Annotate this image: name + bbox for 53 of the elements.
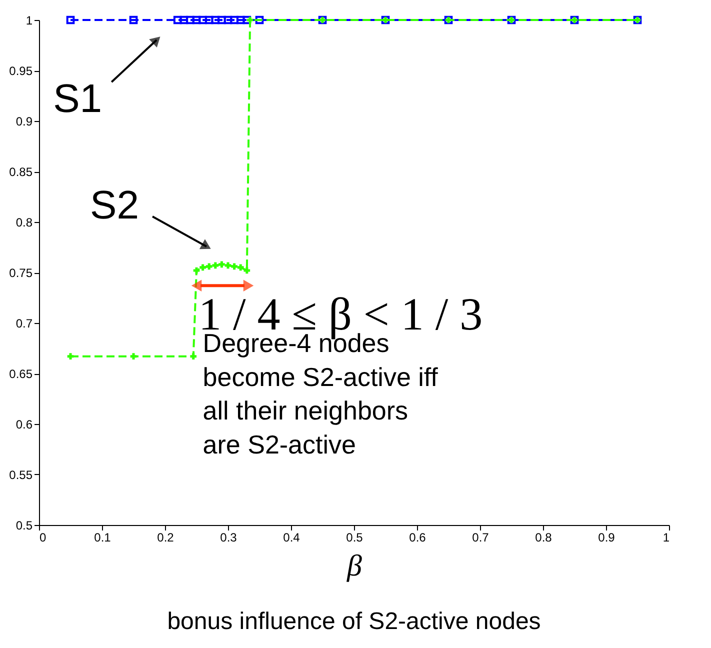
series-label: S1 <box>53 77 102 121</box>
y-tick-label: 0.55 <box>9 468 33 482</box>
x-tick-label: 0.9 <box>598 530 616 544</box>
x-tick-label: 0.5 <box>346 530 364 544</box>
point <box>246 16 254 24</box>
point <box>193 267 200 274</box>
point <box>66 16 75 24</box>
y-tick-label: 0.75 <box>9 266 33 280</box>
x-tick-label: 0.6 <box>409 530 426 544</box>
x-tick-label: 0.2 <box>157 530 174 544</box>
point <box>212 262 219 269</box>
x-tick-label: 0.8 <box>535 530 552 544</box>
point <box>224 16 232 24</box>
y-tick-label: 0.85 <box>9 165 33 179</box>
y-tick-label: 0.9 <box>16 114 33 128</box>
y-tick-label: 0.8 <box>16 216 33 230</box>
point <box>129 16 138 24</box>
y-tick-label: 0.7 <box>16 316 33 330</box>
point <box>200 264 206 271</box>
point <box>244 267 250 274</box>
point <box>237 264 244 271</box>
x-tick-label: 0 <box>40 530 46 544</box>
y-tick-label: 0.65 <box>9 367 33 381</box>
x-tick-label: 1 <box>662 530 670 544</box>
point <box>192 16 201 24</box>
series-label: S2 <box>90 183 139 228</box>
x-tick-label: 0.1 <box>94 530 112 544</box>
point <box>190 353 197 360</box>
y-tick-label: 0.6 <box>16 418 33 432</box>
y-tick-label: 0.95 <box>9 64 33 78</box>
point <box>218 261 225 268</box>
point <box>218 16 226 24</box>
point <box>130 353 137 360</box>
point <box>180 16 188 24</box>
text: bonus influence of S2-active nodes <box>167 608 541 635</box>
y-tick-label: 0.5 <box>16 518 33 532</box>
point <box>211 16 220 24</box>
point <box>230 16 238 24</box>
point <box>198 16 207 24</box>
point <box>231 263 238 270</box>
point <box>67 353 74 360</box>
point <box>206 263 212 270</box>
x-axis-title: β <box>346 550 362 582</box>
x-tick-label: 0.7 <box>472 530 490 544</box>
point <box>224 262 232 269</box>
x-tick-label: 0.3 <box>220 530 238 544</box>
point <box>204 16 214 24</box>
point <box>236 16 245 24</box>
point <box>242 16 252 24</box>
point <box>173 16 182 24</box>
x-tick-label: 0.4 <box>283 530 300 544</box>
point <box>255 16 264 24</box>
y-tick-label: 1 <box>26 14 33 28</box>
